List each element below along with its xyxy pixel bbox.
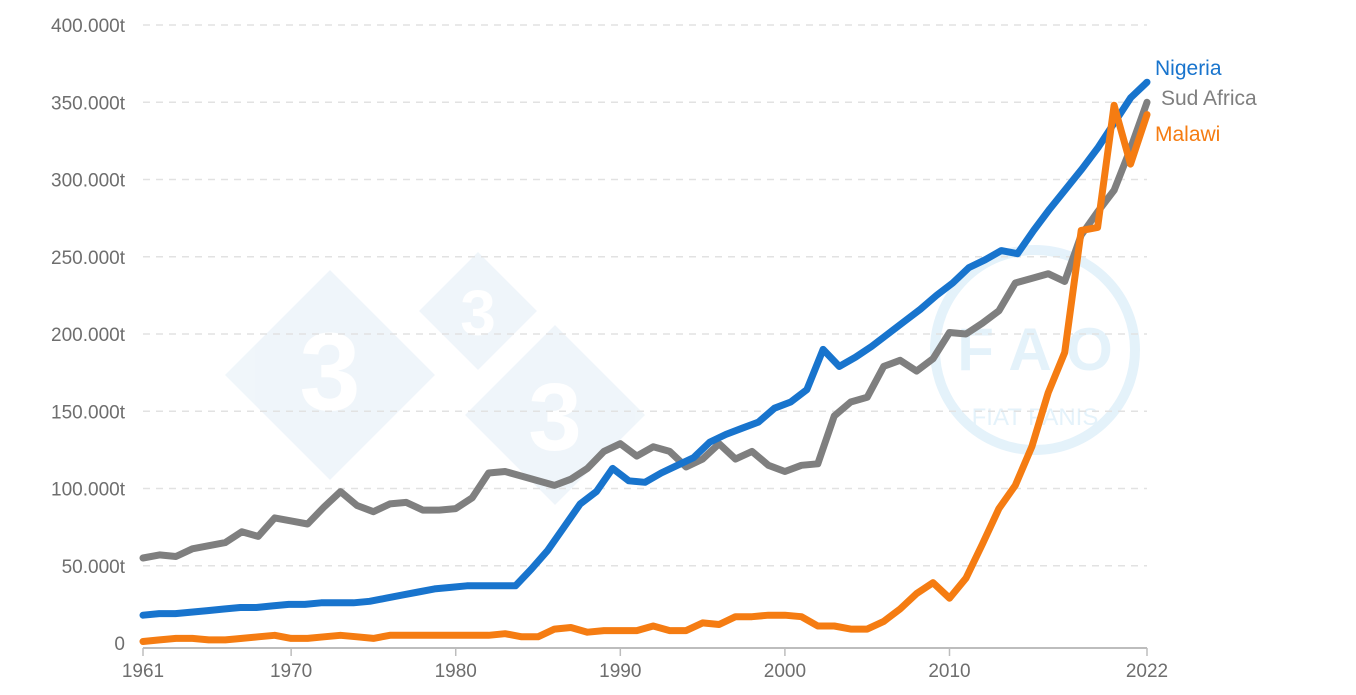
series-lines (139, 78, 1151, 645)
y-tick-label: 250.000t (51, 248, 126, 269)
x-tick-label: 1980 (435, 661, 477, 682)
series-line-sud-africa (139, 98, 1151, 562)
x-tick-label: 2010 (928, 661, 970, 682)
svg-text:3: 3 (528, 364, 581, 471)
x-tick-label: 1961 (122, 661, 164, 682)
series-line-nigeria (139, 78, 1151, 619)
label-malawi: Malawi (1155, 123, 1220, 146)
y-tick-label: 50.000t (62, 557, 126, 578)
y-tick-label: 100.000t (51, 480, 126, 501)
x-tick-label: 1990 (599, 661, 641, 682)
y-tick-label: 300.000t (51, 171, 126, 192)
y-tick-label: 0 (114, 634, 125, 655)
y-axis-ticks: 0 50.000t 100.000t 150.000t 200.000t 250.000t… (51, 16, 126, 655)
y-tick-label: 400.000t (51, 16, 126, 37)
label-nigeria: Nigeria (1155, 57, 1222, 80)
gridlines (143, 24, 1147, 567)
label-sud-africa: Sud Africa (1161, 87, 1257, 110)
y-tick-label: 350.000t (51, 93, 126, 114)
svg-text:3: 3 (299, 311, 360, 434)
x-axis-ticks: 1961 1970 1980 1990 2000 2010 2022 (122, 648, 1168, 682)
y-tick-label: 200.000t (51, 325, 126, 346)
svg-text:F A O: F A O (957, 316, 1113, 383)
watermarks: 3 3 3 F A O FIAT PANIS (225, 245, 1140, 505)
x-tick-label: 1970 (270, 661, 312, 682)
svg-text:3: 3 (460, 277, 496, 349)
series-line-malawi (139, 101, 1151, 645)
y-tick-label: 150.000t (51, 402, 126, 423)
x-tick-label: 2022 (1126, 661, 1168, 682)
logo-333-watermark: 3 3 3 (225, 252, 645, 505)
x-tick-label: 2000 (764, 661, 806, 682)
